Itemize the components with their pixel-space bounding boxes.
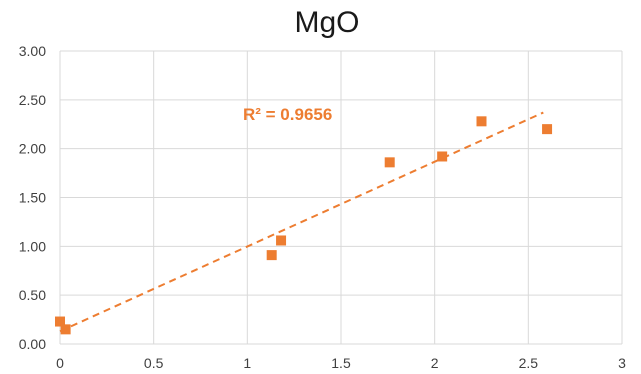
- data-point: [384, 157, 395, 168]
- x-tick-label: 0.5: [144, 355, 164, 371]
- x-tick-label: 1: [243, 355, 251, 371]
- x-tick-label: 3: [618, 355, 626, 371]
- x-tick-label: 1.5: [331, 355, 351, 371]
- data-point: [55, 316, 65, 327]
- y-tick-label: 2.50: [19, 92, 46, 108]
- x-tick-labels: 0 0.5 1 1.5 2 2.5 3: [56, 355, 626, 371]
- trendline-layer: [59, 111, 544, 333]
- y-tick-label: 3.00: [19, 43, 46, 59]
- data-point: [476, 116, 487, 127]
- y-tick-label: 2.00: [19, 141, 46, 157]
- x-tick-label: 0: [56, 355, 64, 371]
- points-layer: [55, 116, 553, 335]
- data-point: [542, 124, 553, 135]
- y-tick-label: 1.50: [19, 190, 46, 206]
- data-point: [266, 250, 277, 261]
- x-tick-label: 2.5: [519, 355, 539, 371]
- y-tick-label: 1.00: [19, 238, 46, 254]
- y-tick-label: 0.00: [19, 336, 46, 352]
- y-tick-labels: 0.00 0.50 1.00 1.50 2.00 2.50 3.00: [19, 43, 46, 352]
- r-squared-annotation: R² = 0.9656: [243, 105, 332, 124]
- data-point: [60, 324, 71, 335]
- data-point: [276, 235, 287, 246]
- grid-layer: [59, 50, 623, 345]
- data-point: [437, 151, 448, 162]
- trendline: [59, 111, 544, 333]
- x-tick-label: 2: [431, 355, 439, 371]
- chart-title: MgO: [294, 6, 359, 39]
- y-tick-label: 0.50: [19, 287, 46, 303]
